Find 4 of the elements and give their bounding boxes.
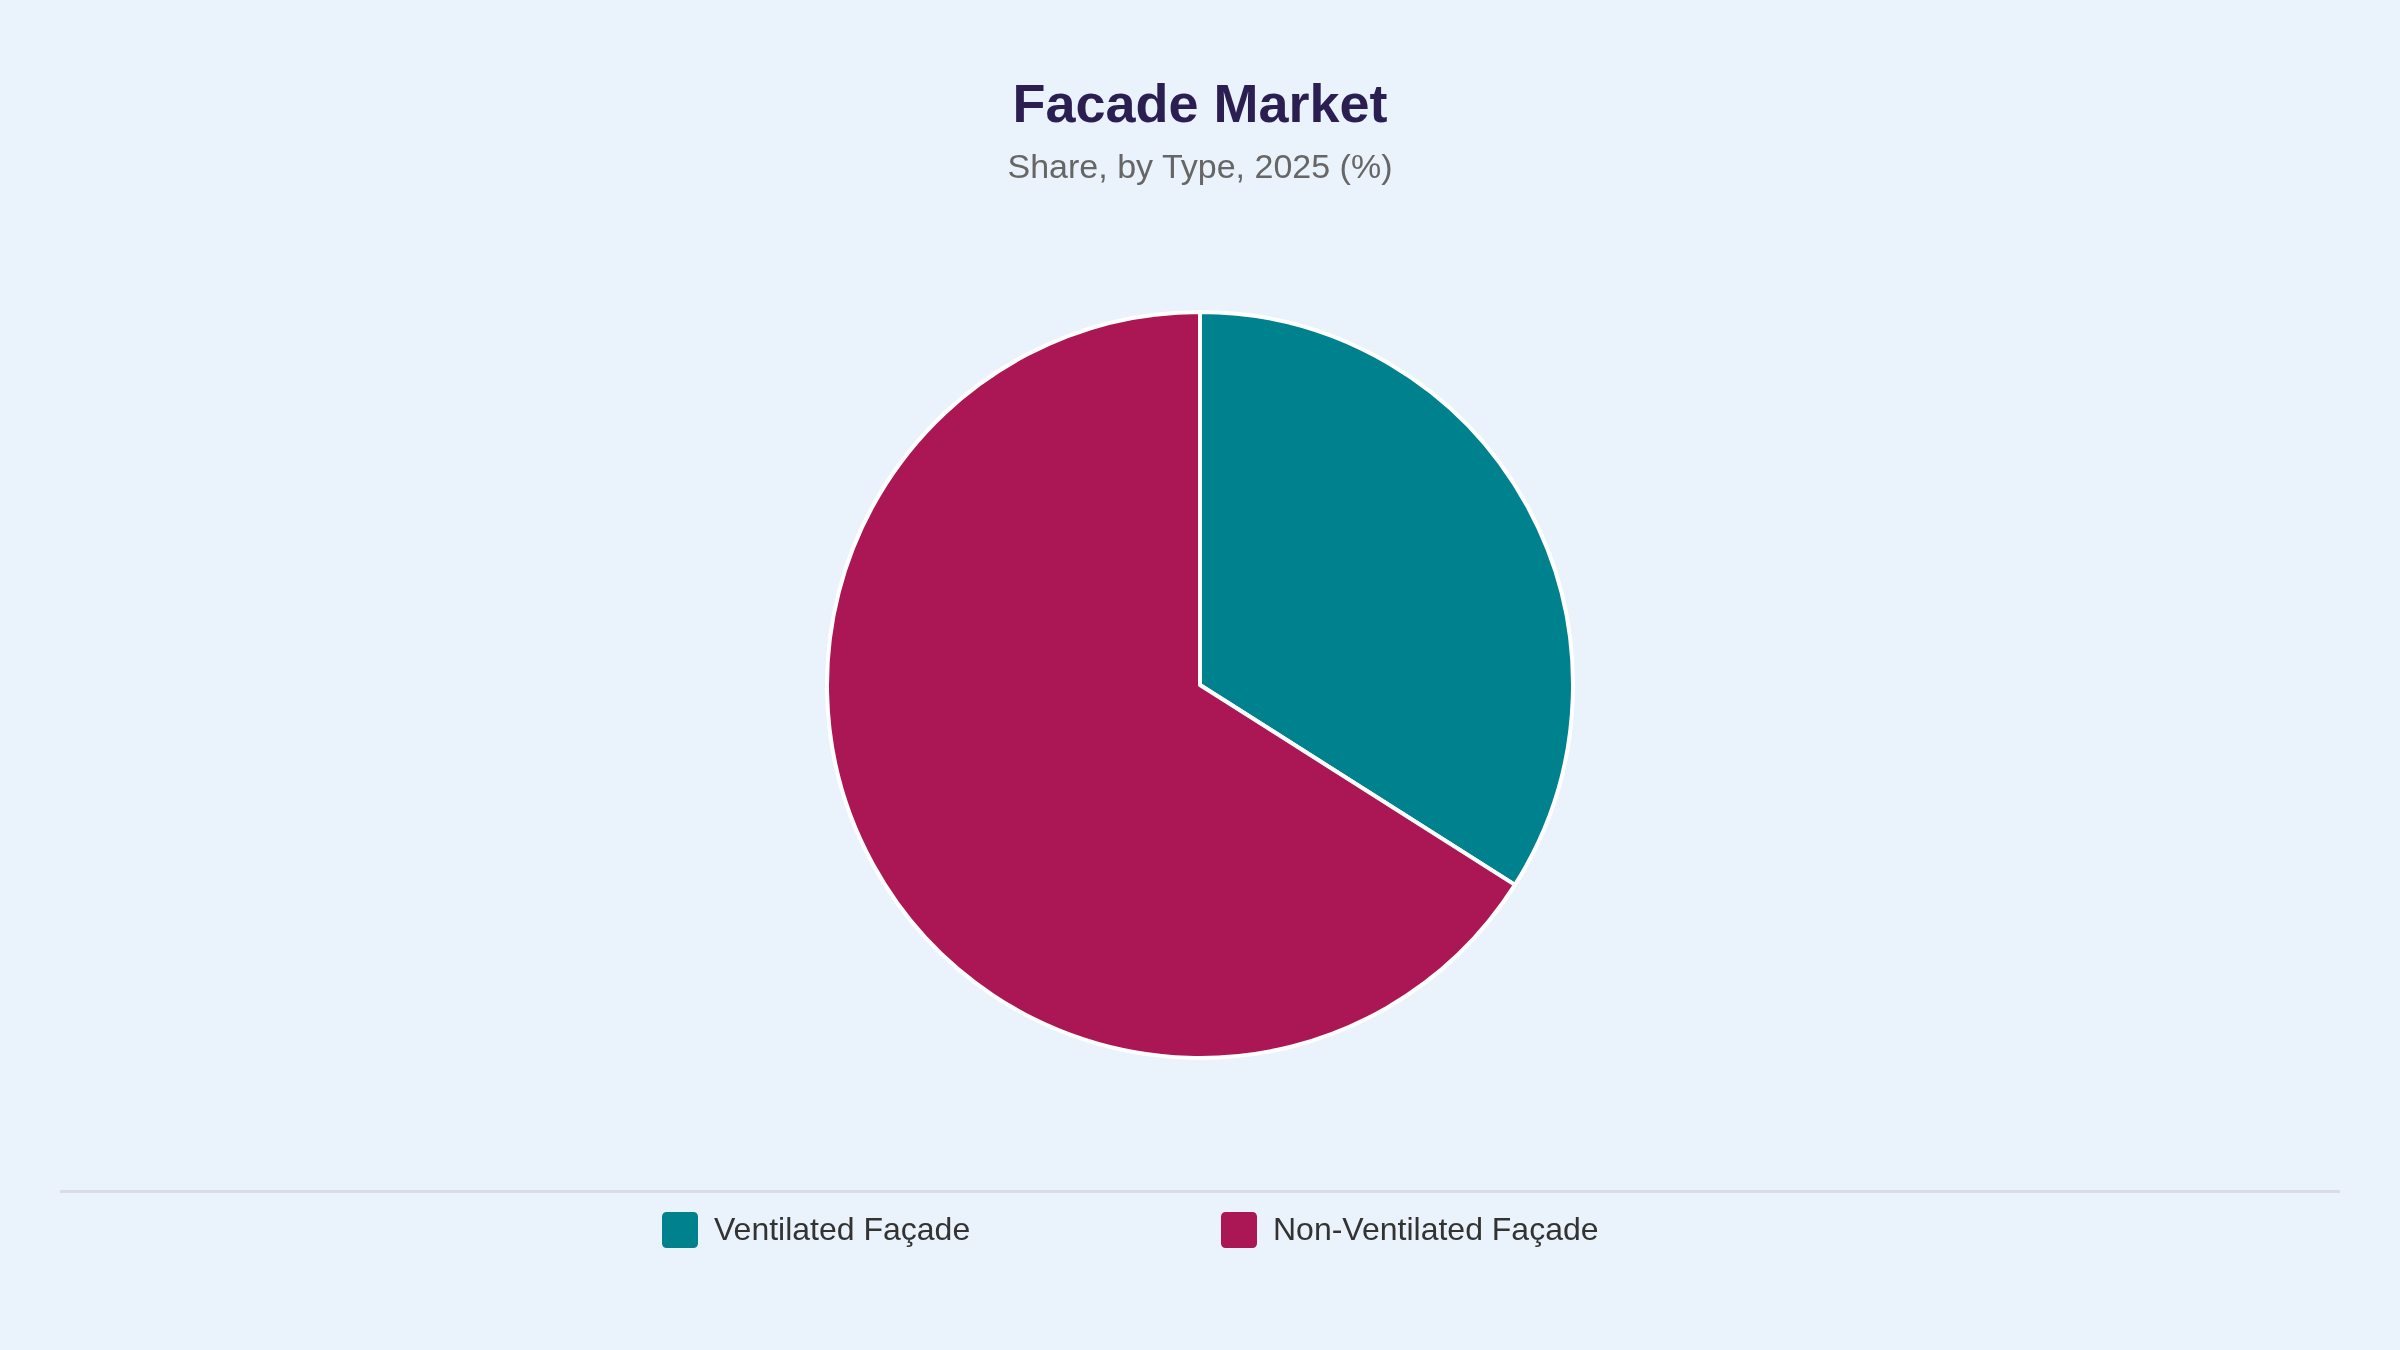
chart-title: Facade Market [1012,73,1388,133]
chart-subtitle: Share, by Type, 2025 (%) [1007,147,1393,185]
legend-label: Non-Ventilated Façade [1273,1211,1599,1247]
legend-label: Ventilated Façade [714,1211,971,1247]
